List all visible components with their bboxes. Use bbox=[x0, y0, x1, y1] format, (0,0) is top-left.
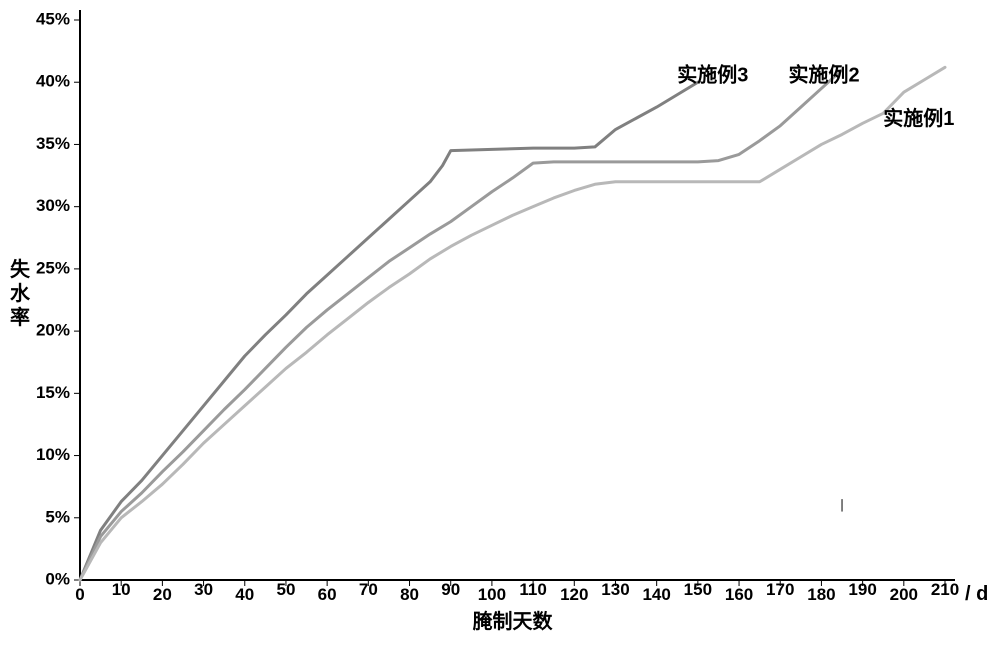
series-2-label: 实施例2 bbox=[788, 62, 859, 86]
x-tick-label: 40 bbox=[235, 585, 254, 604]
x-axis-unit: / d bbox=[965, 583, 988, 605]
x-tick-label: 210 bbox=[931, 580, 959, 599]
line-chart-svg: 0% 5% 10% 15% 20% 25% 30% 35% 40% 45% 0 10 20 30 40 50 6… bbox=[0, 0, 1000, 653]
x-tick-label: 60 bbox=[318, 585, 337, 604]
x-tick-label: 30 bbox=[194, 580, 213, 599]
y-tick-label: 45% bbox=[36, 9, 70, 28]
x-tick-label: 180 bbox=[807, 585, 835, 604]
x-tick-label: 90 bbox=[441, 580, 460, 599]
y-tick-label: 35% bbox=[36, 134, 70, 153]
x-tick-label: 190 bbox=[848, 580, 876, 599]
x-tick-label: 20 bbox=[153, 585, 172, 604]
x-tick-label: 50 bbox=[276, 580, 295, 599]
y-tick-label: 0% bbox=[45, 569, 70, 588]
series-2-line bbox=[80, 70, 842, 580]
y-tick-label: 15% bbox=[36, 383, 70, 402]
x-tick-label: 120 bbox=[560, 585, 588, 604]
series-3-label: 实施例3 bbox=[677, 62, 748, 86]
y-tick-label: 40% bbox=[36, 72, 70, 91]
x-tick-label: 110 bbox=[519, 580, 546, 599]
x-tick-label: 10 bbox=[112, 580, 131, 599]
series-1-label: 实施例1 bbox=[883, 106, 954, 130]
series-3-line bbox=[80, 82, 698, 580]
series-1-line bbox=[80, 67, 945, 580]
chart-container: 0% 5% 10% 15% 20% 25% 30% 35% 40% 45% 0 10 20 30 40 50 6… bbox=[0, 0, 1000, 653]
x-axis-title: 腌制天数 bbox=[473, 609, 554, 633]
x-tick-label: 80 bbox=[400, 585, 419, 604]
x-tick-label: 160 bbox=[725, 585, 753, 604]
y-axis-title-char: 失 bbox=[10, 257, 31, 281]
x-tick-label: 150 bbox=[684, 580, 712, 599]
x-tick-label: 200 bbox=[890, 585, 918, 604]
x-tick-label: 0 bbox=[75, 585, 84, 604]
y-tick-label: 25% bbox=[36, 258, 70, 277]
x-tick-label: 100 bbox=[478, 585, 506, 604]
x-tick-label: 70 bbox=[359, 580, 378, 599]
y-axis-title-char: 率 bbox=[10, 305, 30, 329]
y-axis-title-char: 水 bbox=[10, 282, 31, 305]
x-tick-label: 170 bbox=[766, 580, 794, 599]
y-tick-label: 30% bbox=[36, 196, 70, 215]
y-tick-label: 20% bbox=[36, 321, 70, 340]
x-tick-label: 130 bbox=[601, 580, 629, 599]
x-tick-label: 140 bbox=[642, 585, 670, 604]
y-tick-label: 5% bbox=[45, 507, 70, 526]
y-tick-label: 10% bbox=[36, 445, 70, 464]
